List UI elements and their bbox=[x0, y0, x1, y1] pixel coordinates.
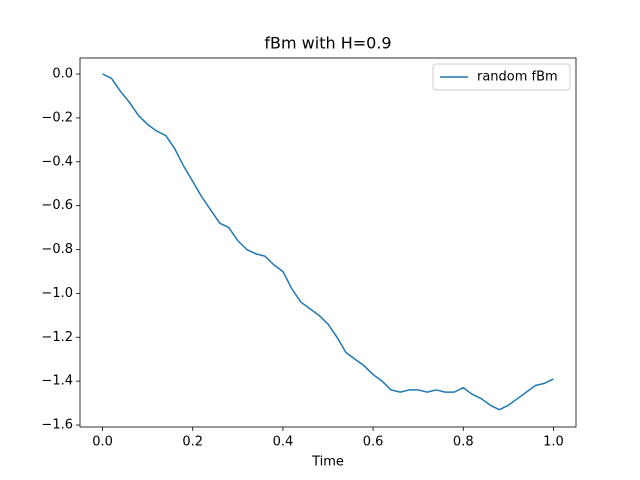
x-tick-label: 1.0 bbox=[543, 435, 564, 450]
chart-title: fBm with H=0.9 bbox=[264, 34, 391, 53]
x-tick-label: 0.8 bbox=[453, 435, 474, 450]
x-axis-label: Time bbox=[311, 455, 344, 470]
y-tick-label: −0.8 bbox=[41, 242, 73, 257]
x-tick-label: 0.0 bbox=[92, 435, 113, 450]
x-tick-label: 0.2 bbox=[182, 435, 203, 450]
y-tick-label: −0.4 bbox=[41, 154, 73, 169]
x-tick-label: 0.6 bbox=[363, 435, 384, 450]
y-tick-label: −0.2 bbox=[41, 110, 73, 125]
legend-label: random fBm bbox=[477, 70, 558, 85]
y-tick-label: −1.6 bbox=[41, 418, 73, 433]
x-tick-label: 0.4 bbox=[273, 435, 294, 450]
y-tick-label: −1.2 bbox=[41, 330, 73, 345]
data-line bbox=[102, 73, 554, 411]
y-tick-label: −1.4 bbox=[41, 374, 73, 389]
y-tick-label: −1.0 bbox=[41, 286, 73, 301]
y-tick-label: −0.6 bbox=[41, 198, 73, 213]
legend-box bbox=[432, 63, 571, 91]
y-tick-label: 0.0 bbox=[52, 67, 73, 82]
plot-frame bbox=[79, 57, 577, 428]
